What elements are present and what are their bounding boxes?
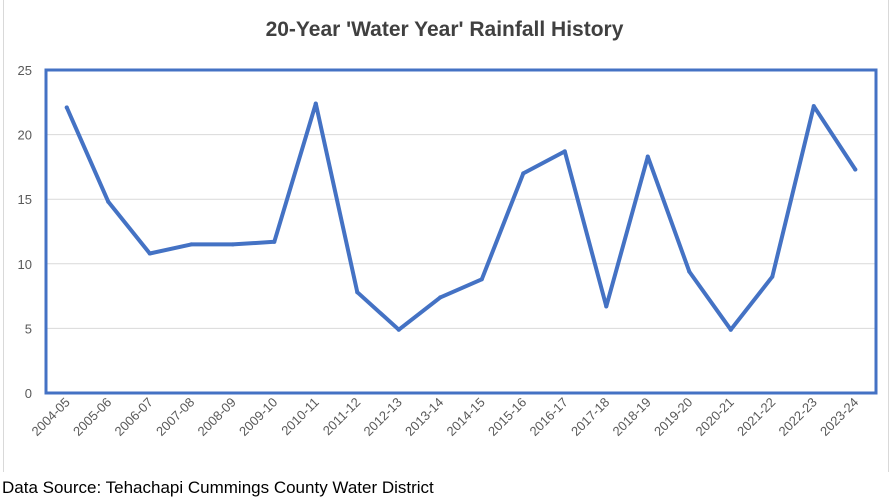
data-point xyxy=(313,101,318,106)
x-tick-label: 2014-15 xyxy=(444,395,488,439)
data-point xyxy=(479,277,484,282)
data-point xyxy=(106,199,111,204)
x-tick-label: 2013-14 xyxy=(402,395,446,439)
data-point xyxy=(562,149,567,154)
x-tick-label: 2005-06 xyxy=(70,395,114,439)
y-tick-label: 10 xyxy=(18,257,32,272)
data-point xyxy=(811,104,816,109)
x-tick-label: 2021-22 xyxy=(734,395,778,439)
rainfall-series-line xyxy=(64,101,858,332)
x-tick-label: 2015-16 xyxy=(485,395,529,439)
x-tick-label: 2012-13 xyxy=(361,395,405,439)
y-tick-label: 0 xyxy=(25,386,32,401)
x-tick-label: 2011-12 xyxy=(320,395,364,439)
data-point xyxy=(728,327,733,332)
data-point xyxy=(396,327,401,332)
x-tick-label: 2018-19 xyxy=(610,395,654,439)
data-point xyxy=(189,242,194,247)
x-tick-label: 2022-23 xyxy=(776,395,820,439)
x-tick-label: 2009-10 xyxy=(236,395,280,439)
x-tick-label: 2006-07 xyxy=(112,395,156,439)
y-tick-label: 5 xyxy=(25,321,32,336)
line-chart: 05101520252004-052005-062006-072007-0820… xyxy=(18,63,878,439)
data-point xyxy=(770,274,775,279)
data-point xyxy=(272,239,277,244)
data-point xyxy=(645,154,650,159)
data-point xyxy=(853,167,858,172)
plot-area-border xyxy=(44,68,878,395)
y-tick-label: 25 xyxy=(18,63,32,78)
data-point xyxy=(604,304,609,309)
data-point xyxy=(521,171,526,176)
chart-title: 20-Year 'Water Year' Rainfall History xyxy=(265,18,624,41)
x-tick-label: 2020-21 xyxy=(693,395,737,439)
x-tick-label: 2023-24 xyxy=(817,395,861,439)
x-tick-label: 2017-18 xyxy=(568,395,612,439)
data-point xyxy=(355,290,360,295)
x-tick-label: 2007-08 xyxy=(153,395,197,439)
data-point xyxy=(64,105,69,110)
data-point xyxy=(147,251,152,256)
x-tick-label: 2016-17 xyxy=(527,395,571,439)
y-tick-label: 15 xyxy=(18,192,32,207)
data-source-note: Data Source: Tehachapi Cummings County W… xyxy=(2,478,434,497)
x-tick-label: 2008-09 xyxy=(195,395,239,439)
x-tick-label: 2019-20 xyxy=(651,395,695,439)
data-point xyxy=(687,269,692,274)
x-tick-label: 2010-11 xyxy=(278,395,322,439)
data-point xyxy=(438,295,443,300)
x-tick-label: 2004-05 xyxy=(29,395,73,439)
data-point xyxy=(230,242,235,247)
y-tick-label: 20 xyxy=(18,128,32,143)
